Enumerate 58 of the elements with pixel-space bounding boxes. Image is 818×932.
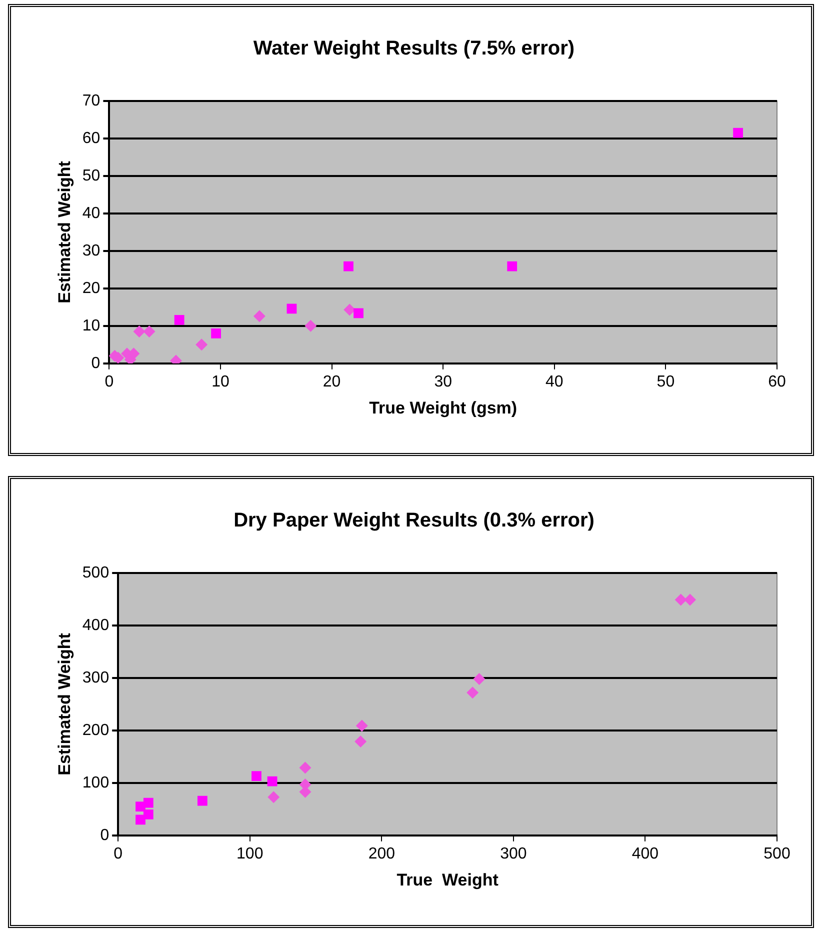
point (466, 686, 479, 699)
x-tick-label: 300 (500, 845, 527, 862)
y-tick-label: 500 (82, 564, 110, 582)
y-tick-label: 70 (82, 92, 100, 110)
x-axis-title: True Weight (gsm) (369, 398, 518, 418)
point (507, 261, 518, 272)
point (197, 796, 208, 806)
x-tick-label: 40 (546, 373, 564, 390)
point (733, 128, 743, 138)
x-tick-label: 0 (114, 845, 123, 862)
point (211, 328, 221, 338)
point (473, 673, 486, 686)
x-tick-label: 60 (768, 373, 786, 390)
y-tick-label: 100 (82, 774, 110, 792)
y-tick-label: 300 (82, 669, 110, 686)
point (253, 310, 266, 322)
chart-title: Water Weight Results (7.5% error) (253, 38, 575, 60)
x-tick-label: 500 (764, 845, 790, 862)
y-tick-label: 40 (82, 204, 100, 222)
point (674, 594, 687, 606)
point (354, 735, 367, 748)
point (304, 320, 317, 332)
chart-title: Dry Paper Weight Results (0.3% error) (234, 510, 594, 532)
x-tick-label: 20 (322, 373, 341, 390)
x-tick-label: 50 (656, 373, 675, 390)
point (268, 791, 280, 804)
point (252, 771, 262, 782)
x-tick-label: 400 (632, 845, 659, 862)
y-tick-label: 20 (82, 280, 100, 297)
point (143, 798, 154, 808)
point (133, 326, 146, 338)
y-tick-label: 400 (82, 616, 110, 634)
x-axis-title: True Weight (396, 870, 499, 890)
point (174, 314, 184, 325)
point (354, 308, 364, 318)
point (286, 304, 297, 314)
point (299, 762, 312, 774)
y-tick-label: 30 (82, 242, 100, 260)
y-tick-label: 0 (91, 354, 100, 372)
y-axis-title: Estimated Weight (54, 632, 74, 776)
y-tick-label: 10 (82, 317, 100, 334)
point (344, 304, 356, 316)
x-tick-label: 30 (434, 373, 452, 390)
point (196, 338, 208, 351)
x-tick-label: 100 (236, 845, 264, 862)
point (356, 720, 368, 732)
y-tick-label: 0 (100, 826, 110, 844)
point (344, 261, 354, 272)
y-tick-label: 60 (82, 130, 100, 147)
x-tick-label: 10 (212, 373, 230, 390)
x-tick-label: 200 (368, 845, 396, 862)
y-tick-label: 50 (82, 167, 100, 184)
y-axis-title: Estimated Weight (54, 160, 74, 304)
point (143, 326, 156, 338)
y-tick-label: 200 (82, 722, 110, 739)
point (267, 776, 278, 786)
point (684, 594, 696, 606)
point (143, 809, 154, 820)
